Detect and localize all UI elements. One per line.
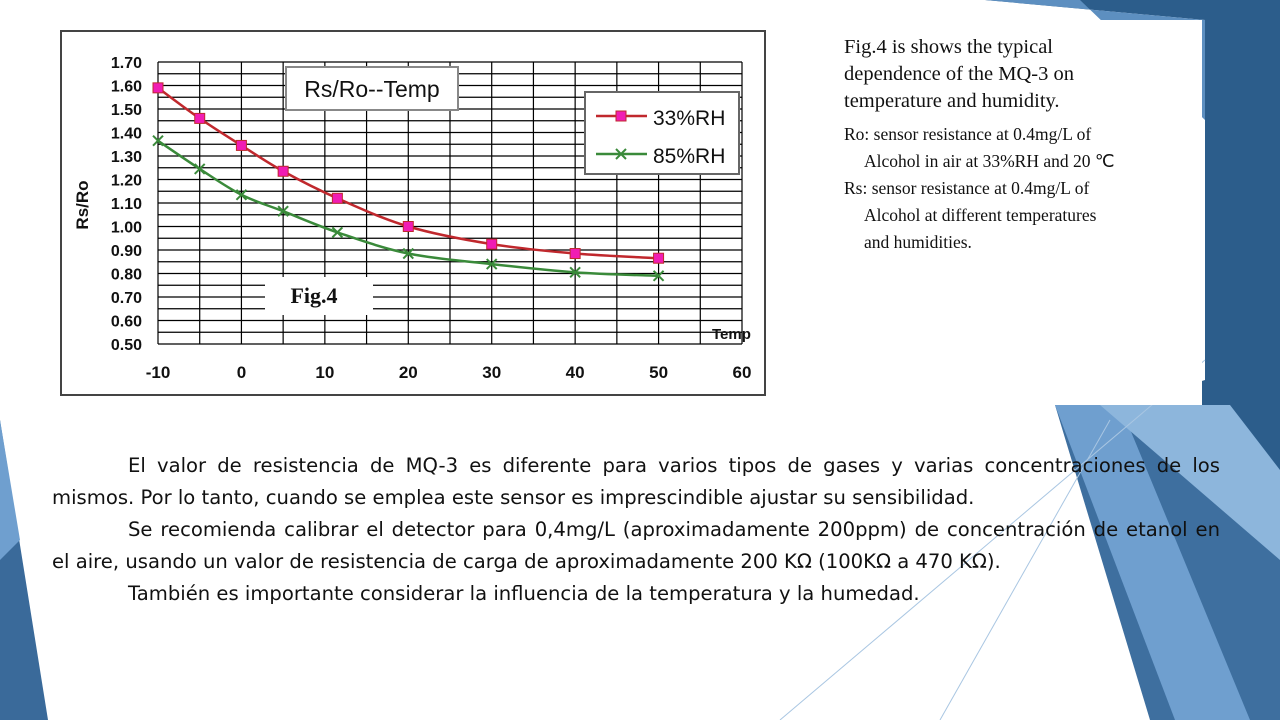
y-tick-label: 1.20 [111,173,142,190]
x-tick-label: 10 [315,363,334,382]
data-point-series-2 [652,270,665,282]
legend-box [584,91,740,175]
x-tick-label: 20 [399,363,418,382]
x-tick-label: -10 [146,363,171,382]
series-line-1 [157,86,659,260]
note-line: dependence of the MQ-3 on [844,63,1074,85]
y-axis-label: Rs/Ro [73,180,92,229]
x-tick-label: 60 [733,363,752,382]
data-point-series-1 [152,82,164,94]
y-tick-label: 1.00 [111,220,142,237]
x-tick-label: 50 [649,363,668,382]
body-text: El valor de resistencia de MQ-3 es difer… [52,450,1220,610]
data-point-series-1 [486,238,498,250]
legend-label-series-1: 33%RH [653,107,725,130]
y-tick-label: 1.60 [111,79,142,96]
y-tick-labels: 1.70 1.60 1.50 1.40 1.30 1.20 1.10 1.00 0.90 0.80… [111,55,142,354]
data-point-series-2 [277,205,289,217]
y-tick-label: 1.70 [111,55,142,72]
x-axis-label: Temp [712,326,751,343]
y-tick-label: 0.50 [111,337,142,354]
figure-note-panel: Fig.4 is shows the typical dependence of… [828,20,1202,405]
note-line: and humidities. [864,232,972,252]
note-line: Rs: sensor resistance at 0.4mg/L of [844,178,1090,198]
data-point-series-1 [194,112,206,124]
figure-label-box [265,277,373,315]
y-tick-label: 0.80 [111,267,142,284]
data-point-series-2 [569,266,581,279]
chart-legend: 33%RH 85%RH [584,91,740,175]
data-point-series-2 [331,226,344,239]
x-tick-labels: -10 0 10 20 30 40 50 60 [146,363,752,382]
data-point-series-1 [235,139,247,151]
x-tick-label: 40 [566,363,585,382]
data-point-series-1 [569,248,581,260]
background-line [779,359,1206,720]
data-point-series-2 [486,258,498,270]
note-line: temperature and humidity. [844,90,1060,112]
data-point-series-2 [402,247,414,260]
y-tick-label: 0.90 [111,243,142,260]
data-point-series-2 [194,163,206,175]
note-line: Alcohol at different temperatures [864,205,1097,225]
background-line [939,419,1111,720]
x-tick-label: 0 [237,363,246,382]
chart-series [152,82,665,282]
y-tick-label: 1.10 [111,196,142,213]
data-point-series-1 [277,165,289,177]
y-tick-label: 0.70 [111,290,142,307]
figure-label: Fig.4 [290,283,337,308]
background-shape [1100,405,1280,560]
note-line: Fig.4 is shows the typical [844,36,1053,58]
series-line-2 [157,139,659,278]
y-tick-label: 1.50 [111,102,142,119]
chart-title-box [285,66,459,111]
rs-ro-temp-chart: 1.70 1.60 1.50 1.40 1.30 1.20 1.10 1.00 0.90 0.80… [60,30,766,396]
legend-marker-series-1 [615,110,627,122]
data-point-series-1 [653,252,665,264]
note-line: Alcohol in air at 33%RH and 20 ℃ [864,151,1115,171]
y-tick-label: 1.30 [111,149,142,166]
chart-title: Rs/Ro--Temp [304,76,439,102]
data-point-series-2 [152,135,164,147]
legend-label-series-2: 85%RH [653,145,725,168]
data-point-series-1 [331,192,343,204]
body-paragraph: Se recomienda calibrar el detector para … [52,518,1220,573]
y-tick-label: 0.60 [111,314,142,331]
body-paragraph: También es importante considerar la infl… [128,582,920,605]
body-paragraph: El valor de resistencia de MQ-3 es difer… [52,454,1220,509]
background-shape [0,420,20,560]
x-tick-label: 30 [482,363,501,382]
note-line: Ro: sensor resistance at 0.4mg/L of [844,124,1092,144]
legend-marker-series-2 [615,148,627,160]
y-tick-label: 1.40 [111,126,142,143]
data-point-series-2 [235,189,248,201]
data-point-series-1 [402,221,414,232]
background-shape [1055,405,1250,720]
